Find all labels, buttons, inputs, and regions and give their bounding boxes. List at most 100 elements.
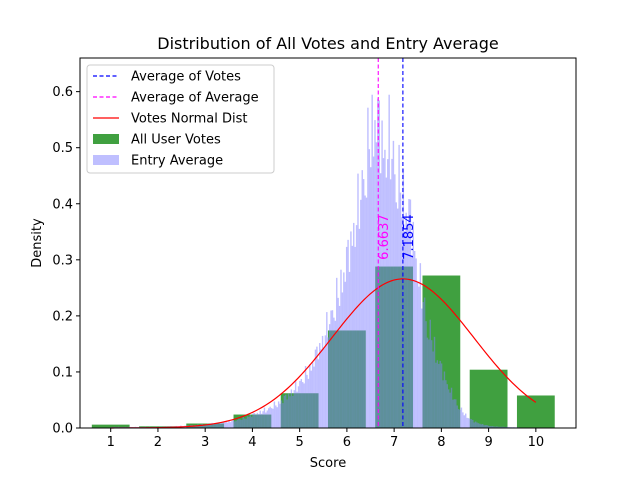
entry-average-bin	[330, 310, 332, 428]
entry-average-bin	[375, 142, 378, 428]
x-tick-label: 1	[107, 435, 115, 450]
entry-average-bin	[447, 389, 450, 428]
y-tick-label: 0.6	[52, 85, 73, 100]
entry-average-bin	[215, 422, 217, 428]
entry-average-bin	[484, 425, 487, 428]
entry-average-bin	[199, 424, 202, 428]
votes-bar-10	[516, 395, 555, 428]
x-tick-label: 9	[484, 435, 492, 450]
entry-average-bin	[501, 426, 504, 428]
entry-average-bin	[372, 156, 375, 428]
entry-average-bin	[233, 421, 236, 428]
entry-average-bin	[323, 348, 325, 428]
entry-average-bin	[462, 412, 464, 428]
entry-average-bin	[415, 258, 417, 428]
entry-average-bin	[506, 426, 508, 428]
entry-average-bin	[370, 167, 372, 428]
entry-average-bin	[446, 384, 448, 428]
entry-average-bin	[440, 363, 443, 428]
entry-average-bin	[404, 231, 406, 428]
entry-average-bin	[459, 409, 461, 428]
entry-average-bin	[211, 422, 213, 428]
entry-average-bin	[489, 426, 491, 428]
entry-average-bin	[204, 424, 206, 428]
entry-average-bin	[430, 340, 433, 428]
votes-bar-1	[91, 424, 130, 428]
entry-average-bin	[416, 282, 419, 428]
entry-average-bin	[205, 424, 208, 428]
entry-average-bin	[435, 362, 437, 428]
entry-average-bin	[222, 421, 225, 428]
entry-average-bin	[433, 336, 436, 428]
entry-average-bin	[384, 149, 386, 429]
entry-average-bin	[311, 361, 314, 428]
entry-average-bin	[286, 399, 288, 428]
entry-average-bin	[302, 382, 304, 428]
y-tick-label: 0.3	[52, 253, 73, 268]
entry-average-bin	[428, 339, 430, 428]
entry-average-bin	[402, 168, 405, 428]
entry-average-bin	[246, 416, 249, 428]
entry-average-bin	[280, 400, 283, 428]
entry-average-bin	[214, 423, 216, 428]
entry-average-bin	[292, 395, 294, 428]
entry-average-bin	[405, 212, 407, 428]
entry-average-bin	[367, 107, 369, 428]
entry-average-bin	[429, 319, 431, 428]
entry-average-bin	[255, 415, 257, 428]
average-of-votes-label: 7.1854	[402, 214, 417, 260]
entry-average-bin	[480, 424, 482, 428]
entry-average-bin	[491, 426, 494, 428]
entry-average-bin	[476, 422, 478, 428]
entry-average-bin	[438, 363, 440, 428]
entry-average-bin	[279, 403, 281, 428]
x-tick-label: 5	[296, 435, 304, 450]
entry-average-bin	[258, 414, 260, 428]
entry-average-bin	[307, 378, 310, 428]
entry-average-bin	[344, 281, 346, 428]
entry-average-bin	[297, 386, 300, 428]
entry-average-bin	[225, 421, 227, 428]
entry-average-bin	[419, 263, 422, 428]
entry-average-bin	[473, 422, 475, 428]
entry-average-bin	[262, 411, 264, 428]
entry-average-bin	[232, 419, 234, 428]
entry-average-bin	[340, 269, 342, 428]
entry-average-bin	[481, 423, 484, 428]
chart-title: Distribution of All Votes and Entry Aver…	[157, 34, 498, 53]
legend-label: Average of Average	[131, 91, 259, 106]
entry-average-bin	[266, 410, 269, 428]
y-axis-label: Density	[30, 218, 45, 268]
entry-average-bin	[426, 337, 429, 428]
entry-average-bin	[290, 389, 293, 428]
entry-average-bin	[224, 422, 226, 428]
entry-average-bin	[285, 394, 287, 428]
entry-average-bin	[496, 426, 498, 428]
entry-average-bin	[409, 199, 412, 428]
entry-average-bin	[483, 425, 485, 428]
entry-average-bin	[208, 424, 210, 428]
y-tick-label: 0.1	[52, 365, 73, 380]
x-tick-label: 3	[201, 435, 209, 450]
entry-average-bin	[256, 412, 259, 428]
entry-average-bin	[299, 380, 301, 428]
entry-average-bin	[228, 421, 230, 428]
entry-average-bin	[385, 177, 388, 428]
entry-average-bin	[263, 407, 266, 428]
entry-average-bin	[401, 217, 403, 428]
y-tick-label: 0.5	[52, 141, 73, 156]
entry-average-bin	[309, 364, 311, 428]
x-tick-label: 10	[528, 435, 545, 450]
entry-average-bin	[395, 202, 397, 428]
entry-average-bin	[241, 419, 243, 428]
entry-average-bin	[319, 343, 321, 428]
entry-average-bin	[469, 418, 471, 428]
entry-average-bin	[463, 415, 465, 428]
entry-average-bin	[391, 158, 393, 428]
entry-average-bin	[432, 351, 434, 428]
entry-average-bin	[381, 120, 383, 428]
x-tick-label: 8	[437, 435, 445, 450]
entry-average-bin	[202, 424, 205, 428]
entry-average-bin	[248, 416, 250, 428]
